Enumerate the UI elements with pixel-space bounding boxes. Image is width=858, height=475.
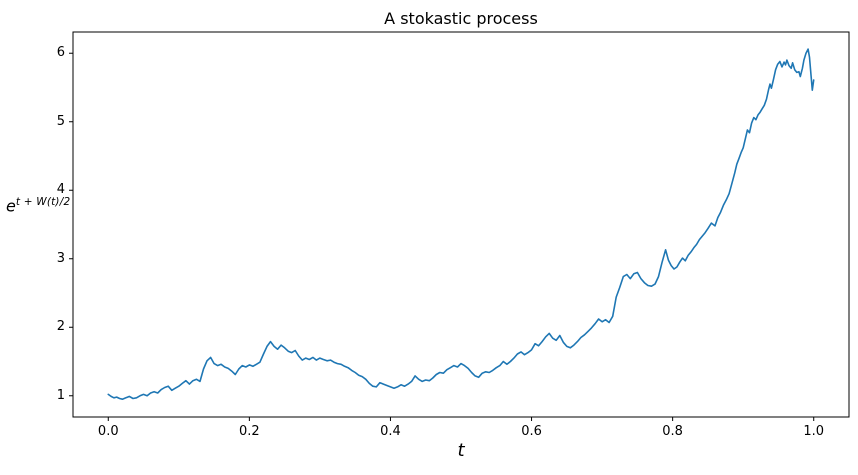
x-tick-label: 0.8 [662,424,683,439]
y-tick-label: 1 [56,387,65,403]
y-tick-label: 2 [56,319,65,335]
x-tick-label: 0.4 [380,424,401,439]
series-line [107,48,815,401]
y-tick-label: 3 [56,250,65,266]
y-axis-label-exponent: t + W(t)/2 [15,196,71,208]
x-tick-label: 0.2 [239,424,260,439]
y-tick-label: 6 [56,45,65,61]
x-tick-label: 1.0 [803,424,825,439]
x-axis-label: t [457,440,465,461]
x-tick-label: 0.6 [521,424,542,439]
tick-marks [69,52,815,421]
y-tick-label: 4 [56,182,65,198]
x-tick-label: 0.0 [97,424,119,439]
y-axis-label: et + W(t)/2 [6,196,70,215]
y-axis-label-base: e [6,196,16,216]
chart-title: A stokastic process [384,9,538,28]
axes-spines [72,31,850,418]
y-tick-label: 5 [56,113,65,129]
